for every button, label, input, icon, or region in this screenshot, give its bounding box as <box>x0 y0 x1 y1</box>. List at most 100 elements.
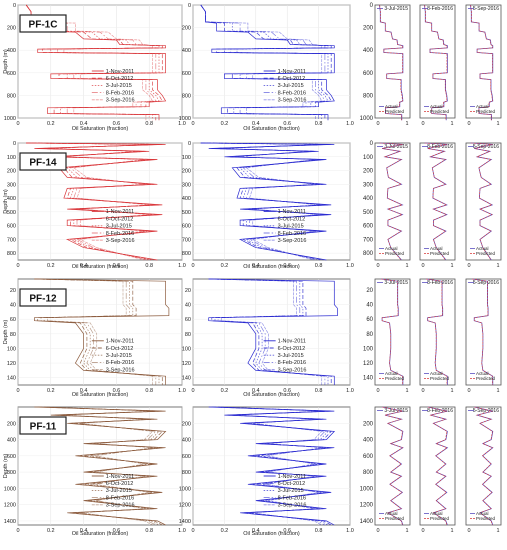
predicted-line <box>382 406 404 526</box>
small-y-tick: 120 <box>363 361 374 367</box>
y-tick-label: 800 <box>7 251 16 257</box>
small-x-tick: 1 <box>405 388 408 394</box>
x-tick-label: 0.2 <box>47 121 55 127</box>
small-title: 5-Sep-2016 <box>473 408 499 414</box>
small-panel-0-0: 3-Jul-2015 0 1 0 200 400 600 800 1000 ActualPredi… <box>360 3 411 127</box>
well-name-box <box>19 152 67 171</box>
saturation-panel-mid-2: 0 0.2 0.4 0.6 0.8 1.0 20 40 60 80 100 120 140 1-Nov-2… <box>182 278 354 398</box>
series-line-1 <box>200 4 335 121</box>
x-tick-label: 0.6 <box>113 528 121 534</box>
saturation-panel-mid-1: 0 0.2 0.4 0.6 0.8 1.0 0 100 200 300 400 500 600 700 80… <box>182 141 354 270</box>
small-frame <box>419 278 456 386</box>
small-legend-label: Actual <box>385 246 398 251</box>
series-line-5 <box>200 4 323 121</box>
legend-label: 3-Jul-2015 <box>278 83 304 89</box>
x-tick-label: 0.4 <box>252 263 260 269</box>
small-x-tick: 0 <box>467 121 470 127</box>
small-y-tick: 200 <box>363 421 374 427</box>
y-tick-label: 200 <box>182 26 191 32</box>
x-tick-label: 0.2 <box>47 528 55 534</box>
y-tick-label: 600 <box>7 71 16 77</box>
small-x-tick: 0 <box>376 263 379 269</box>
predicted-line <box>427 406 448 526</box>
y-tick-label: 400 <box>182 196 191 202</box>
x-tick-label: 0 <box>191 121 194 127</box>
small-title: 5-Sep-2016 <box>473 144 499 150</box>
y-tick-label: 500 <box>182 210 191 216</box>
y-tick-label: 1200 <box>179 503 191 509</box>
small-y-tick: 0 <box>370 3 374 9</box>
y-tick-label: 300 <box>7 182 16 188</box>
x-tick-label: 0.8 <box>315 528 323 534</box>
y-tick-label: 1200 <box>4 503 16 509</box>
series-line-5 <box>47 406 154 526</box>
small-legend-label: Actual <box>476 246 489 251</box>
y-tick-label: 300 <box>182 182 191 188</box>
x-tick-label: 0.8 <box>315 388 323 394</box>
y-tick-label: 140 <box>182 376 191 382</box>
legend-label: 3-Sep-2016 <box>278 367 307 373</box>
small-title: 3-Jul-2015 <box>384 144 408 150</box>
legend: 1-Nov-20116-Oct-20123-Jul-20158-Feb-2016… <box>263 474 306 509</box>
legend-label: 3-Sep-2016 <box>106 503 135 509</box>
small-y-tick: 800 <box>363 251 374 257</box>
x-tick-label: 0.8 <box>145 121 153 127</box>
small-y-tick: 200 <box>363 26 374 32</box>
small-legend-label: Predicted <box>476 251 496 256</box>
y-axis-label: Depth (m) <box>3 454 9 479</box>
small-y-tick: 1400 <box>360 519 374 525</box>
legend-label: 8-Feb-2016 <box>106 231 134 237</box>
series-line-4 <box>200 142 325 261</box>
small-title: 3-Jul-2015 <box>384 408 408 414</box>
legend-label: 3-Jul-2015 <box>106 353 132 359</box>
saturation-panel-mid-0: 0 0.2 0.4 0.6 0.8 1.0 0 200 400 600 800 1000 1-Nov-2… <box>179 3 354 132</box>
x-tick-label: 0.4 <box>80 528 88 534</box>
x-tick-label: 0.4 <box>80 121 88 127</box>
small-title: 8-Feb-2016 <box>427 408 453 414</box>
x-axis-label: Oil Saturation (fraction) <box>72 392 129 398</box>
small-y-tick: 700 <box>363 237 374 243</box>
predicted-line <box>472 278 493 385</box>
y-tick-label: 0 <box>188 141 191 147</box>
y-axis-label: Depth (m) <box>3 189 9 214</box>
legend-label: 6-Oct-2012 <box>278 481 306 487</box>
plot-frame <box>192 278 351 386</box>
y-tick-label: 140 <box>7 376 16 382</box>
legend-label: 8-Feb-2016 <box>278 231 306 237</box>
legend: 1-Nov-20116-Oct-20123-Jul-20158-Feb-2016… <box>263 69 306 104</box>
small-y-tick: 200 <box>363 169 374 175</box>
x-tick-label: 0.8 <box>315 263 323 269</box>
small-y-tick: 80 <box>366 332 373 338</box>
small-frame <box>465 406 502 526</box>
small-x-tick: 0 <box>376 528 379 534</box>
y-tick-label: 100 <box>7 346 16 352</box>
well-row-2: 0 0.2 0.4 0.6 0.8 1.0204060801001201401-Nov-2… <box>3 278 502 398</box>
y-tick-label: 1000 <box>4 486 16 492</box>
legend-label: 1-Nov-2011 <box>106 474 134 480</box>
small-legend-label: Actual <box>430 246 443 251</box>
x-axis-label: Oil Saturation (fraction) <box>243 392 300 398</box>
x-tick-label: 1.0 <box>178 528 186 534</box>
small-x-tick: 0 <box>376 121 379 127</box>
x-tick-label: 1.0 <box>346 263 354 269</box>
x-tick-label: 1.0 <box>346 121 354 127</box>
small-legend-label: Predicted <box>476 109 496 114</box>
small-y-tick: 400 <box>363 438 374 444</box>
x-tick-label: 0.2 <box>221 388 229 394</box>
y-tick-label: 400 <box>7 196 16 202</box>
series-line-2 <box>200 4 332 121</box>
y-tick-label: 120 <box>182 361 191 367</box>
legend-label: 8-Feb-2016 <box>278 90 306 96</box>
predicted-line <box>470 4 493 121</box>
legend-label: 1-Nov-2011 <box>278 209 306 215</box>
legend-label: 8-Feb-2016 <box>106 495 134 501</box>
y-tick-label: 80 <box>10 332 16 338</box>
predicted-line <box>379 142 403 261</box>
small-y-tick: 800 <box>363 470 374 476</box>
x-tick-label: 0.2 <box>47 388 55 394</box>
legend-label: 1-Nov-2011 <box>106 209 134 215</box>
x-tick-label: 0.6 <box>113 263 121 269</box>
predicted-line <box>470 142 493 261</box>
small-x-tick: 0 <box>467 528 470 534</box>
